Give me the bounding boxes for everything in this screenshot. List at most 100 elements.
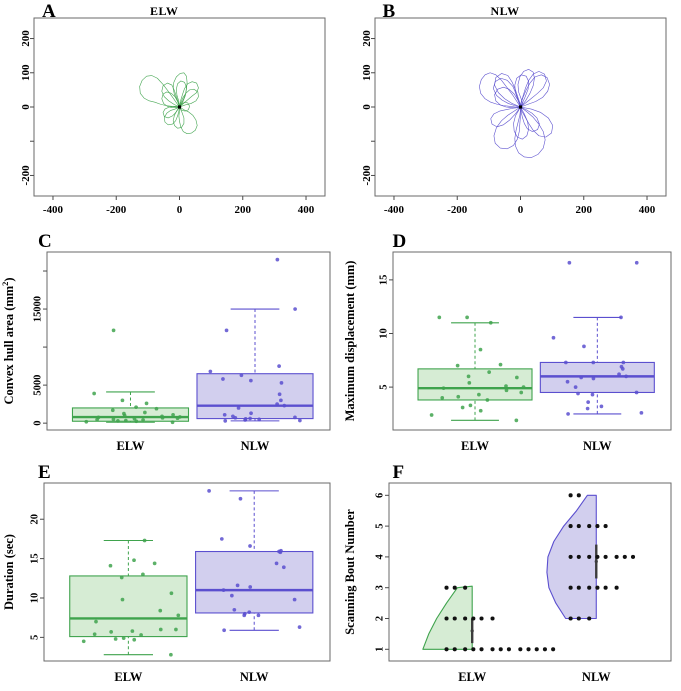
origin-marker	[177, 105, 182, 109]
data-point	[144, 401, 149, 406]
data-dot	[576, 492, 581, 497]
data-point	[460, 405, 464, 410]
data-point	[466, 381, 471, 385]
data-dot	[576, 585, 581, 590]
data-dot	[452, 646, 457, 651]
data-point	[222, 628, 226, 632]
data-point	[590, 393, 594, 397]
data-point	[231, 414, 235, 419]
trajectory-group	[478, 69, 553, 158]
data-point	[141, 572, 145, 576]
plot-frame	[43, 482, 331, 662]
data-point	[257, 417, 262, 422]
data-point	[249, 379, 253, 383]
data-point	[130, 628, 135, 633]
data-point	[513, 418, 518, 423]
trajectory-path	[172, 106, 185, 129]
category-label-elw: ELW	[461, 439, 490, 453]
data-point	[235, 583, 240, 587]
trajectory-path	[513, 106, 545, 158]
data-point	[221, 377, 225, 382]
data-point	[275, 402, 279, 407]
x-tick-label: -200	[106, 204, 127, 216]
data-point	[92, 391, 96, 396]
data-point	[113, 636, 118, 641]
panel-d: D Maximum displacement (mm) 5 10 15 ELW NLW	[341, 230, 681, 460]
data-point	[122, 412, 126, 416]
plot-frame	[392, 251, 671, 431]
data-point	[178, 415, 182, 420]
data-dot	[470, 646, 475, 651]
x-tick-label: -400	[383, 204, 404, 216]
y-tick-label: -200	[20, 165, 32, 186]
data-point	[84, 420, 89, 424]
data-point	[141, 418, 145, 423]
mean-marker	[594, 559, 598, 563]
data-point	[274, 561, 279, 565]
plot-f: Scanning Bout Number 1 2 3 4 5 6 ELW NLW	[343, 482, 671, 684]
y-tick-label: 0	[361, 104, 373, 110]
data-point	[292, 597, 297, 602]
data-dot	[478, 616, 484, 621]
data-dot	[506, 646, 511, 651]
data-point	[224, 328, 229, 333]
data-point	[441, 386, 445, 391]
trajectory-path	[179, 88, 199, 108]
data-point	[518, 390, 523, 395]
plot-frame	[388, 482, 671, 662]
data-point	[121, 635, 126, 640]
data-point	[120, 398, 125, 403]
data-point	[248, 543, 252, 548]
category-label-nlw: NLW	[240, 670, 269, 684]
data-dot	[586, 585, 591, 590]
data-point	[158, 608, 163, 613]
y-axis-title: Convex hull area (mm2)	[0, 278, 16, 405]
data-point	[232, 607, 237, 612]
data-dot	[603, 554, 608, 559]
box-iqr	[416, 368, 533, 401]
data-point	[243, 417, 248, 422]
y-axis-title: Maximum displacement (mm)	[343, 261, 357, 422]
data-point	[169, 652, 173, 657]
data-dot	[568, 492, 573, 497]
data-point	[219, 536, 224, 541]
data-dot	[443, 646, 449, 651]
data-point	[108, 563, 113, 568]
y-tick-label: 15	[30, 553, 41, 563]
data-point	[429, 413, 433, 418]
y-tick-label: 4	[374, 553, 385, 559]
boxplot-nlw	[196, 258, 314, 424]
data-point	[575, 391, 580, 396]
data-point	[230, 593, 234, 598]
data-point	[514, 375, 519, 380]
boxplot-nlw	[195, 488, 314, 632]
data-point	[279, 398, 283, 403]
data-point	[455, 395, 460, 399]
data-dot	[576, 523, 581, 528]
plot-a: 200 100 0 -200 -400 -200 0 200 400	[20, 17, 326, 216]
data-point	[223, 419, 228, 424]
category-label-elw: ELW	[116, 439, 145, 453]
data-point	[476, 393, 481, 397]
data-point	[521, 385, 525, 390]
data-point	[152, 561, 157, 565]
category-label-nlw: NLW	[241, 439, 270, 453]
data-dot	[542, 646, 547, 651]
boxplot-elw	[71, 328, 190, 425]
data-dot	[576, 616, 581, 621]
data-point	[565, 412, 570, 417]
data-point	[599, 404, 603, 409]
data-dot	[586, 554, 591, 559]
panel-letter-c: C	[38, 231, 52, 253]
data-dot	[452, 585, 457, 590]
data-point	[478, 409, 483, 413]
y-tick-label: 200	[361, 30, 373, 47]
y-tick-label: 200	[20, 30, 32, 47]
plot-frame	[46, 251, 331, 431]
data-point	[119, 575, 124, 579]
box-iqr	[195, 550, 314, 614]
y-tick-label: 3	[374, 585, 385, 590]
trajectory-path	[161, 91, 180, 108]
y-tick-label: 0	[20, 104, 32, 110]
